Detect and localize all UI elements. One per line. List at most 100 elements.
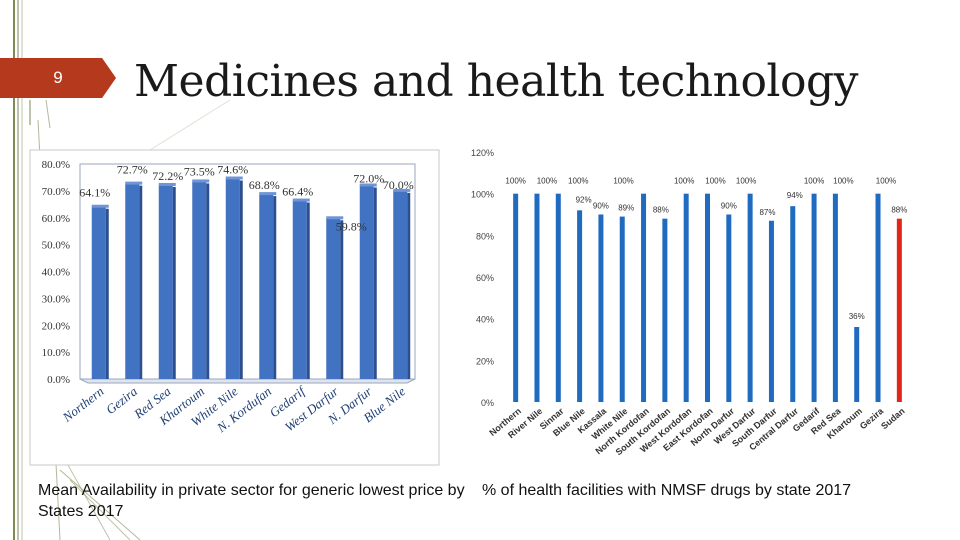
left-bar-side: [239, 180, 243, 379]
right-bar: [726, 214, 732, 402]
right-data-label: 100%: [705, 177, 725, 186]
left-bar-side: [206, 183, 210, 379]
left-bar-top: [259, 192, 277, 196]
right-bar: [534, 193, 540, 402]
right-bar: [683, 193, 689, 402]
left-data-label: 64.1%: [79, 186, 110, 200]
left-data-label: 74.6%: [217, 163, 248, 177]
left-bar-side: [407, 192, 411, 379]
right-bar: [555, 193, 561, 402]
left-data-label: 68.8%: [249, 178, 280, 192]
right-bar: [513, 193, 519, 402]
left-y-axis: 0.0% 10.0% 20.0% 30.0% 40.0% 50.0% 60.0% 70.0% 8…: [42, 159, 70, 386]
right-bar: [577, 210, 583, 402]
right-bar: [598, 214, 604, 402]
left-plot-floor: [79, 378, 416, 384]
left-y-tick-label: 20.0%: [42, 320, 70, 332]
right-bar: [705, 193, 710, 402]
right-bar: [875, 193, 881, 402]
left-data-labels: 64.1% 72.7% 72.2% 73.5% 74.6%68.8% 66.4% 59.8%…: [79, 163, 414, 234]
left-bar: [393, 190, 408, 379]
right-bar: [641, 193, 647, 402]
left-y-tick-label: 10.0%: [42, 347, 70, 359]
left-y-tick-label: 80.0%: [42, 159, 70, 171]
right-data-label: 88%: [891, 206, 907, 215]
right-bar: [768, 220, 774, 402]
left-bar-side: [105, 208, 109, 379]
right-data-labels: 100% 100% 100%92%90% 89%100%88%100% 100%90%1…: [505, 177, 907, 321]
left-data-label: 72.7%: [117, 163, 148, 177]
left-y-tick-label: 50.0%: [42, 240, 70, 252]
right-bar: [854, 327, 860, 402]
left-y-tick-label: 0.0%: [47, 374, 70, 386]
left-bar-top: [125, 181, 143, 185]
right-chart-caption: % of health facilities with NMSF drugs b…: [482, 482, 852, 499]
right-data-label: 100%: [568, 177, 588, 186]
right-data-label: 90%: [721, 202, 737, 211]
left-y-tick-label: 40.0%: [42, 267, 70, 279]
left-bar-top: [225, 176, 243, 180]
right-y-tick-label: 60%: [476, 273, 494, 283]
left-data-label: 72.0%: [353, 172, 384, 186]
left-bar-side: [172, 186, 176, 379]
left-bar: [225, 178, 240, 379]
left-bar-top: [158, 182, 176, 186]
left-data-label: 59.8%: [336, 219, 367, 233]
right-bars: [513, 193, 902, 402]
left-bar-side: [273, 196, 277, 379]
left-bar-side: [306, 202, 310, 379]
right-y-tick-label: 120%: [471, 148, 494, 158]
left-bars: [91, 176, 411, 379]
left-bar-top: [192, 179, 210, 183]
right-y-axis: 0% 20% 40% 60% 80% 100% 120%: [471, 148, 494, 408]
right-bar: [619, 216, 625, 402]
left-chart-caption: Mean Availability in private sector for …: [38, 482, 465, 520]
left-y-tick-label: 60.0%: [42, 213, 70, 225]
right-data-label: 87%: [759, 208, 775, 217]
right-data-label: 89%: [618, 204, 634, 213]
left-data-label: 66.4%: [282, 185, 313, 199]
right-bar: [832, 193, 838, 402]
left-bar: [359, 185, 374, 379]
right-data-label: 90%: [593, 202, 609, 211]
right-data-label: 88%: [653, 206, 669, 215]
right-data-label: 94%: [787, 191, 803, 200]
left-bar: [292, 200, 307, 379]
right-data-label: 92%: [576, 195, 592, 204]
left-bar-side: [340, 220, 344, 379]
right-y-tick-label: 20%: [476, 356, 494, 366]
left-chart: 0.0% 10.0% 20.0% 30.0% 40.0% 50.0% 60.0% 70.0% 8…: [29, 149, 440, 466]
left-bar: [192, 181, 207, 379]
left-bar-top: [292, 198, 310, 202]
right-data-label: 100%: [804, 177, 824, 186]
right-data-label: 100%: [674, 177, 694, 186]
right-data-label: 100%: [736, 177, 756, 186]
right-y-tick-label: 0%: [481, 398, 494, 408]
slide-title: Medicines and health technology: [134, 56, 859, 107]
right-bar: [662, 218, 668, 402]
left-bar-top: [326, 216, 344, 220]
right-bar: [811, 193, 817, 402]
left-data-label: 73.5%: [184, 164, 215, 178]
left-bar-top: [359, 183, 377, 187]
right-chart: 0%20%40%60%80%100%120% 100% 100% 100%92%90…: [471, 148, 907, 457]
left-data-label: 72.2%: [152, 169, 183, 183]
right-category-label: Sudan: [879, 406, 907, 431]
left-y-tick-label: 70.0%: [42, 186, 70, 198]
right-data-label: 100%: [505, 177, 525, 186]
right-bar: [747, 193, 753, 402]
left-y-tick-label: 30.0%: [42, 293, 70, 305]
left-bar-top: [393, 188, 411, 192]
right-bar: [790, 206, 796, 402]
right-data-label: 36%: [849, 312, 865, 321]
right-data-label: 100%: [537, 177, 557, 186]
right-data-label: 100%: [833, 177, 853, 186]
left-bar: [259, 194, 274, 379]
right-y-tick-label: 80%: [476, 231, 494, 241]
left-bar: [125, 183, 140, 379]
left-bar: [158, 184, 173, 379]
right-y-tick-label: 100%: [471, 190, 494, 200]
left-data-label: 70.0%: [383, 178, 414, 192]
